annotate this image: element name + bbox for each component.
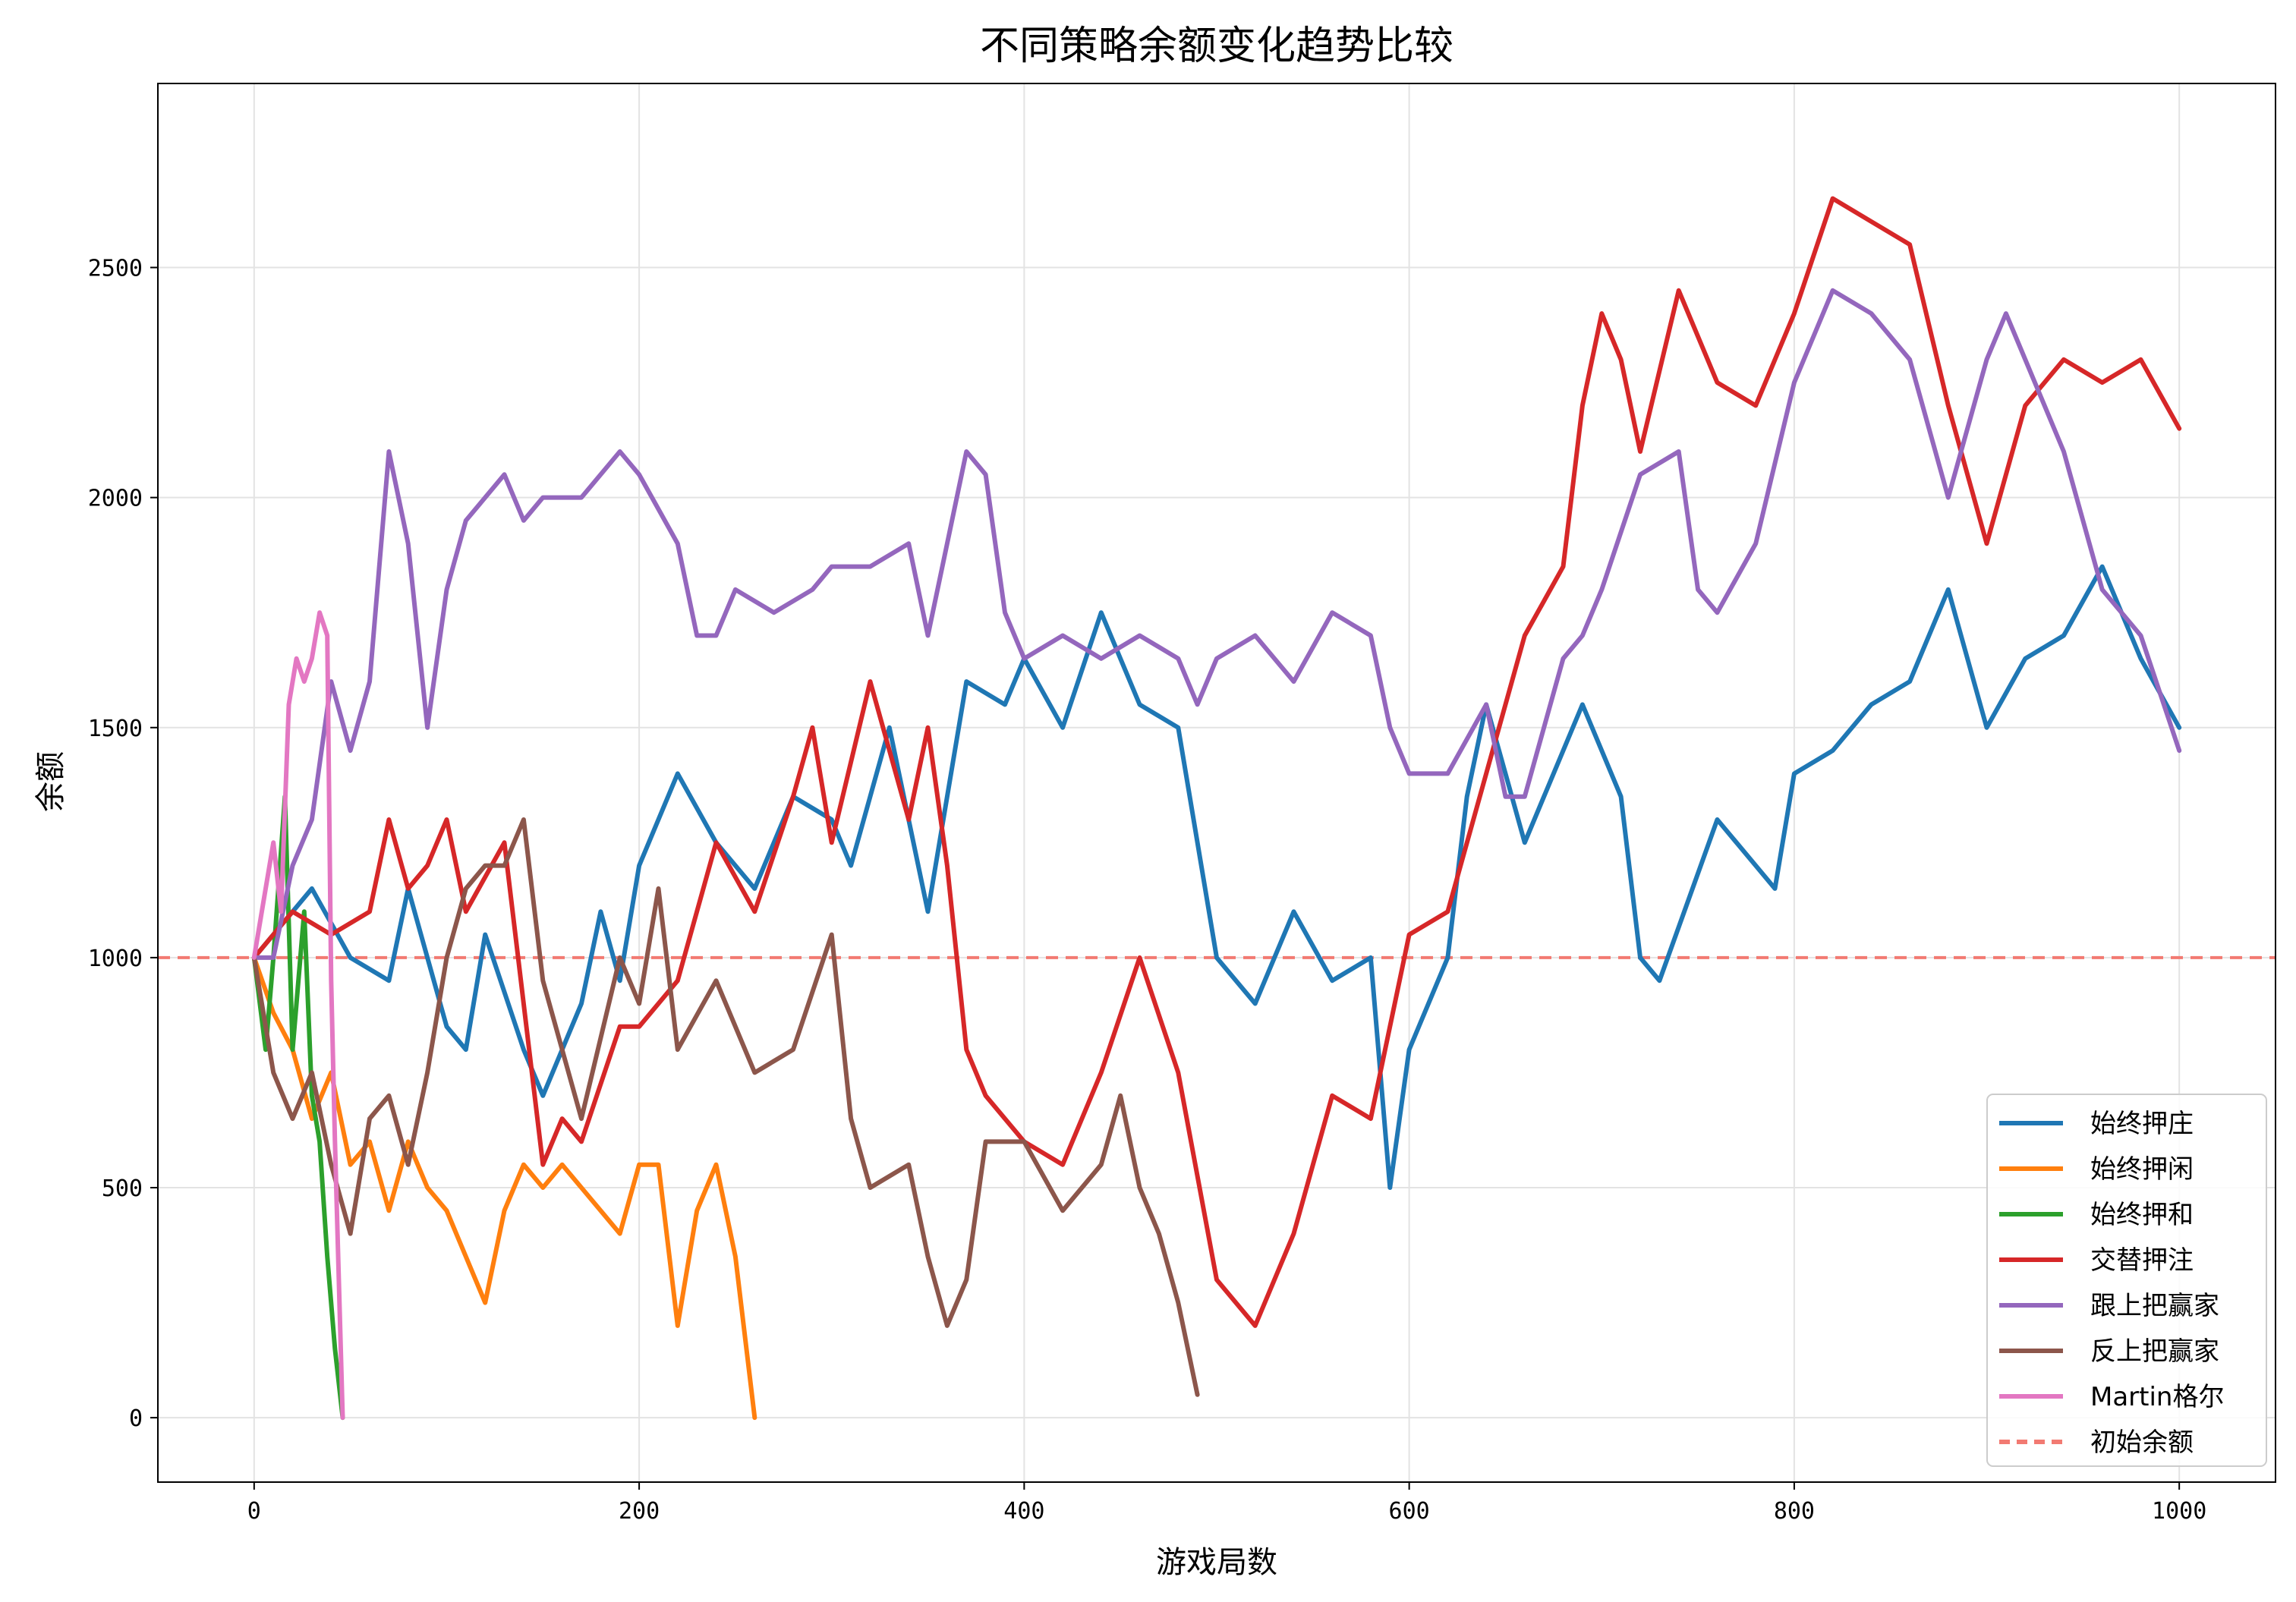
y-tick-label: 2000 [88, 486, 143, 512]
x-tick-label: 200 [619, 1498, 660, 1525]
series-line-5 [251, 288, 2182, 960]
x-tick-label: 600 [1389, 1498, 1430, 1525]
series-layer [251, 196, 2182, 1421]
legend-label: 交替押注 [2090, 1245, 2194, 1276]
legend-label: 初始余额 [2090, 1427, 2194, 1458]
y-tick-label: 2500 [88, 256, 143, 282]
x-tick-label: 800 [1774, 1498, 1815, 1525]
y-tick-label: 500 [102, 1176, 143, 1202]
series-line-4 [251, 196, 2182, 1328]
y-tick-label: 1500 [88, 716, 143, 742]
legend-label: 始终押闲 [2090, 1154, 2194, 1185]
series-line-2 [251, 955, 757, 1421]
legend-frame [1986, 1094, 2267, 1467]
legend-label: 始终押和 [2090, 1200, 2194, 1230]
x-tick-label: 1000 [2152, 1498, 2206, 1525]
x-tick-label: 0 [247, 1498, 261, 1525]
legend-label: 反上把赢家 [2090, 1336, 2219, 1367]
chart-title: 不同策略余额变化趋势比较 [980, 24, 1454, 69]
y-axis-label: 余额 [33, 751, 68, 812]
series-line-1 [251, 564, 2182, 1190]
series-line-6 [251, 817, 1200, 1397]
legend-label: 始终押庄 [2090, 1109, 2194, 1139]
series-line-7 [251, 610, 345, 1421]
legend-label: Martin格尔 [2090, 1382, 2224, 1412]
axis-ticks: 0 200 400 600 800 1000 0 500 1000 1500 2000 2500 [88, 256, 2207, 1525]
x-axis-label: 游戏局数 [1156, 1545, 1277, 1580]
legend-label: 跟上把赢家 [2090, 1291, 2219, 1321]
x-tick-label: 400 [1003, 1498, 1044, 1525]
y-tick-label: 0 [129, 1405, 143, 1432]
series-line-3 [251, 794, 345, 1421]
plot-frame [157, 83, 2276, 1483]
y-tick-label: 1000 [88, 946, 143, 972]
